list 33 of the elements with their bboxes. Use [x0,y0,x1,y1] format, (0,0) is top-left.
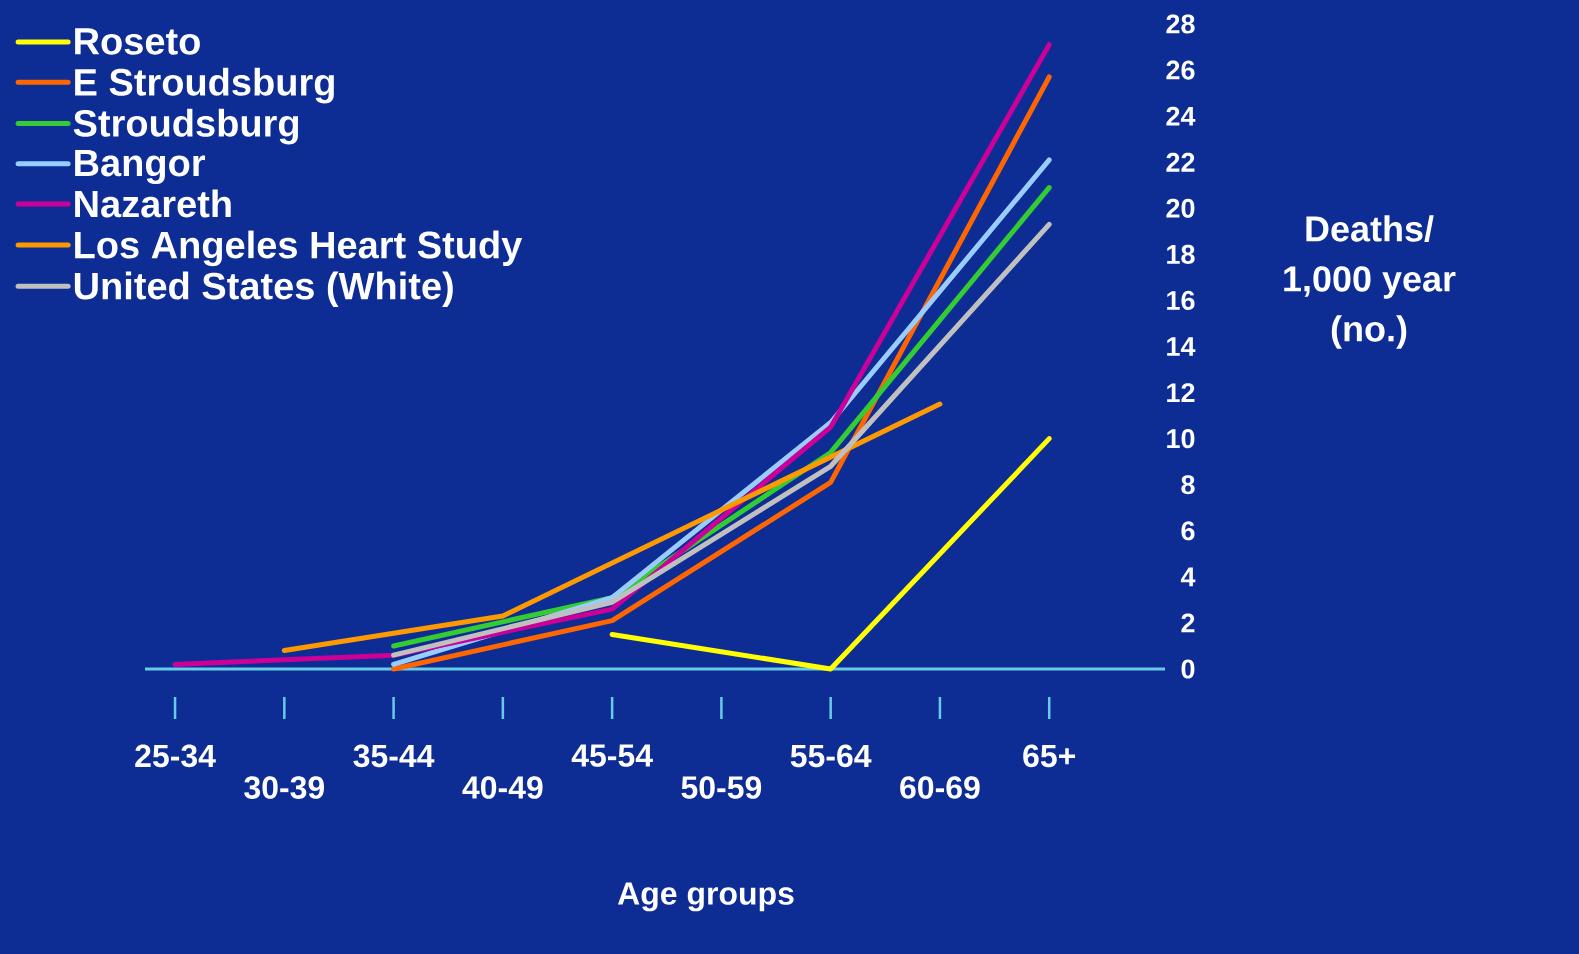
y-tick-label: 0 [1181,659,1195,679]
y-tick-label: 2 [1181,613,1195,633]
y-tick-label: 18 [1167,244,1195,264]
legend-label: Stroudsburg [73,108,299,145]
legend-label: Roseto [75,28,200,55]
y-tick-label: 4 [1180,567,1196,587]
x-tick-label: 50-59 [681,776,762,799]
legend-label: Nazareth [75,189,231,218]
x-tick-label: 65+ [1023,744,1076,768]
x-tick-label: 30-39 [244,776,325,799]
x-tick-label: 25-34 [135,744,216,768]
y-tick-label: 6 [1181,521,1195,541]
legend-label: E Stroudsburg [75,67,334,104]
x-tick-label: 55-64 [790,744,872,768]
y-tick-label: 26 [1166,60,1195,80]
y-tick-label: 24 [1166,106,1196,126]
y-tick-label: 16 [1167,290,1195,310]
y-tick-label: 12 [1167,383,1195,402]
y-tick-label: 8 [1181,475,1195,495]
y-tick-label: 28 [1166,14,1195,34]
y-axis-title: Deaths/ 1,000 year (no.) [1284,215,1456,349]
y-tick-label: 10 [1167,429,1195,449]
x-tick-label: 40-49 [462,776,543,799]
x-tick-label: 45-54 [571,744,653,767]
legend-label: Los Angeles Heart Study [75,230,523,267]
x-axis-title: Age groups [617,882,794,912]
legend-label: Bangor [75,149,206,185]
legend-label: United States (White) [74,271,453,308]
y-tick-label: 20 [1166,198,1195,218]
y-tick-label: 14 [1167,337,1196,356]
y-tick-label: 22 [1166,152,1195,172]
x-tick-label: 60-69 [900,776,980,799]
x-tick-label: 35-44 [353,744,435,768]
